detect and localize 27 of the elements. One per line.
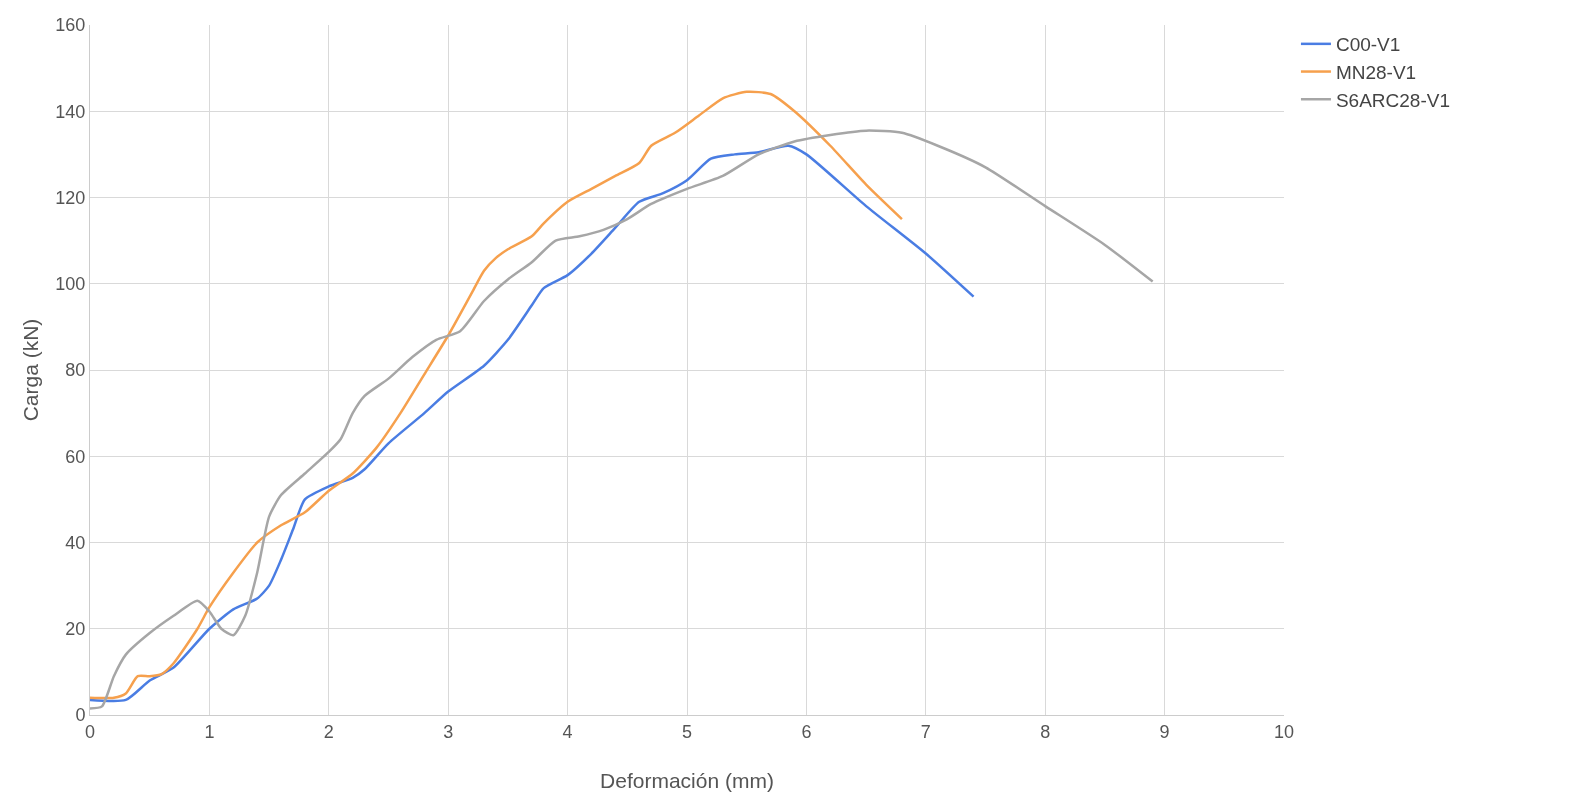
y-tick-label: 60 bbox=[65, 446, 86, 467]
legend-label: MN28-V1 bbox=[1335, 61, 1417, 83]
y-tick-label: 160 bbox=[55, 15, 86, 36]
line-series bbox=[90, 90, 904, 700]
x-tick-label: 8 bbox=[1040, 721, 1051, 742]
line-series bbox=[90, 129, 1154, 710]
y-axis-title: Carga (kN) bbox=[19, 318, 42, 422]
legend-label: S6ARC28-V1 bbox=[1335, 89, 1450, 111]
y-tick-label: 120 bbox=[55, 187, 86, 208]
x-tick-label: 9 bbox=[1159, 721, 1170, 742]
x-tick-label: 2 bbox=[323, 721, 334, 742]
x-axis-title: Deformación (mm) bbox=[600, 769, 774, 792]
x-tick-label: 7 bbox=[920, 721, 931, 742]
y-tick-label: 100 bbox=[55, 274, 86, 295]
x-tick-label: 3 bbox=[443, 721, 454, 742]
legend-label: C00-V1 bbox=[1335, 34, 1401, 56]
x-tick-label: 5 bbox=[681, 721, 693, 742]
y-tick-label: 20 bbox=[65, 619, 86, 640]
x-tick-label: 1 bbox=[204, 721, 215, 742]
y-tick-label: 80 bbox=[65, 360, 86, 381]
y-tick-label: 0 bbox=[75, 705, 86, 726]
x-tick-label: 6 bbox=[801, 721, 812, 742]
x-tick-label: 10 bbox=[1273, 721, 1295, 742]
line-series bbox=[90, 144, 975, 703]
y-tick-label: 140 bbox=[55, 101, 86, 122]
y-tick-label: 40 bbox=[65, 532, 86, 553]
x-tick-label: 4 bbox=[562, 721, 573, 742]
